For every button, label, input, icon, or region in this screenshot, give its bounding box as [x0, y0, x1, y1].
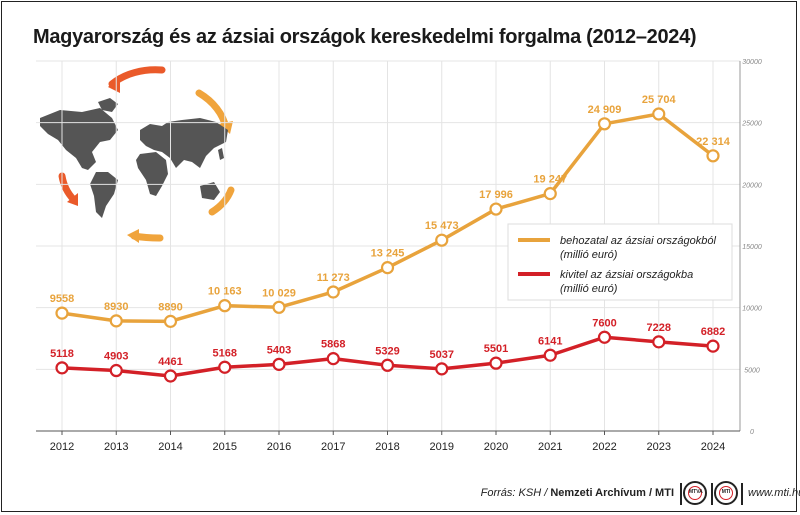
data-point — [163, 314, 178, 328]
data-label: 11 273 — [317, 272, 350, 284]
source-prefix: Forrás: KSH / — [480, 487, 551, 499]
data-label: 4903 — [104, 351, 128, 363]
x-tick-label: 2023 — [647, 441, 671, 453]
x-tick-label: 2016 — [267, 441, 291, 453]
x-tick-label: 2022 — [592, 441, 616, 453]
y-tick-label: 15000 — [742, 244, 762, 251]
website-link[interactable]: www.mti.hu — [748, 487, 800, 499]
legend-unit: (millió euró) — [560, 283, 618, 295]
legend: behozatal az ázsiai országokból (millió e… — [507, 223, 733, 301]
world-map-icon — [40, 66, 235, 243]
x-tick-label: 2017 — [321, 441, 345, 453]
source-archive: Nemzeti Archívum / MTI — [550, 487, 674, 499]
y-tick-label: 10000 — [742, 306, 762, 313]
data-point — [597, 330, 612, 344]
data-point — [218, 360, 232, 374]
data-label: 5118 — [50, 348, 74, 360]
data-label: 6882 — [701, 326, 725, 338]
legend-unit: (millió euró) — [560, 249, 618, 261]
mtva-logo: MTVA — [683, 481, 707, 505]
data-label: 5037 — [430, 349, 454, 361]
data-point — [109, 363, 123, 378]
data-label: 9558 — [50, 293, 74, 305]
data-point — [163, 369, 178, 383]
y-tick-label: 25000 — [741, 121, 762, 128]
data-label: 5329 — [375, 345, 399, 357]
mti-logo: MTI — [714, 481, 738, 505]
data-label: 5868 — [321, 339, 345, 351]
x-tick-label: 2020 — [484, 441, 508, 453]
data-point — [109, 314, 123, 328]
footer-separator — [741, 483, 743, 505]
legend-label: behozatal az ázsiai országokból — [560, 235, 716, 247]
data-label: 15 473 — [425, 220, 459, 232]
data-point — [272, 357, 286, 371]
data-label: 19 247 — [533, 174, 567, 186]
data-point — [326, 352, 340, 366]
data-point — [597, 117, 612, 131]
legend-label: kivitel az ázsiai országokba — [560, 269, 693, 281]
data-label: 10 029 — [262, 287, 296, 299]
y-tick-label: 0 — [750, 429, 754, 436]
data-label: 5403 — [267, 344, 291, 356]
data-label: 8890 — [158, 301, 182, 313]
y-axis: 0 5000 10000 15000 20000 25000 30000 — [739, 59, 762, 436]
data-point — [706, 339, 720, 353]
data-label: 10 163 — [208, 286, 242, 298]
data-point — [326, 285, 340, 299]
source-credit: Forrás: KSH / Nemzeti Archívum / MTI — [481, 487, 674, 499]
data-point — [55, 361, 69, 375]
x-tick-label: 2013 — [104, 441, 128, 453]
footer-separator — [711, 483, 713, 505]
data-label: 6141 — [538, 335, 562, 347]
x-tick-label: 2021 — [538, 441, 562, 453]
data-point — [489, 202, 503, 216]
data-point — [435, 233, 449, 247]
data-label: 25 704 — [642, 94, 677, 106]
data-label: 8930 — [104, 301, 128, 313]
footer: Forrás: KSH / Nemzeti Archívum / MTI MTV… — [0, 478, 800, 512]
data-point — [435, 362, 449, 376]
data-point — [543, 348, 557, 362]
data-point — [706, 149, 720, 163]
data-label: 7600 — [592, 317, 616, 329]
data-label: 4461 — [158, 356, 182, 368]
data-point — [380, 358, 395, 372]
y-tick-label: 20000 — [741, 182, 762, 189]
data-label: 13 245 — [371, 248, 405, 260]
data-label: 17 996 — [479, 189, 513, 201]
data-label: 5168 — [213, 347, 237, 359]
data-point — [489, 356, 503, 370]
y-tick-label: 30000 — [742, 59, 762, 66]
data-point — [272, 300, 286, 314]
x-tick-label: 2024 — [701, 441, 725, 453]
data-label: 24 909 — [588, 104, 622, 116]
data-point — [218, 299, 232, 313]
x-tick-label: 2018 — [375, 441, 399, 453]
x-tick-label: 2014 — [158, 441, 182, 453]
x-axis: 2012 2013 2014 2015 2016 2017 2018 2019 2020 2021… — [36, 430, 740, 453]
x-tick-label: 2012 — [50, 441, 74, 453]
chart-title: Magyarország és az ázsiai országok keres… — [33, 26, 697, 48]
series-layer: 9558 8930 8890 10 163 10 029 11 273 13 245 15 4… — [50, 94, 731, 383]
data-label: 7228 — [647, 322, 671, 334]
x-tick-label: 2019 — [430, 441, 454, 453]
data-point — [543, 187, 557, 201]
data-point — [652, 335, 666, 349]
footer-separator — [680, 483, 682, 505]
legend-box — [507, 223, 733, 301]
data-label: 5501 — [484, 343, 508, 355]
data-label: 22 314 — [696, 136, 731, 148]
data-point — [652, 107, 666, 121]
data-point — [55, 306, 69, 320]
y-tick-label: 5000 — [744, 367, 760, 374]
data-point — [380, 261, 395, 275]
x-tick-label: 2015 — [213, 441, 237, 453]
